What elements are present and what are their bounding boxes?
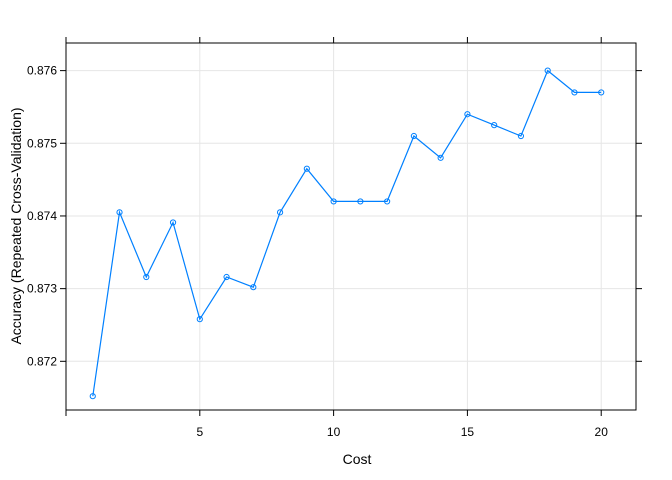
grid <box>65 43 636 410</box>
data-point <box>544 67 551 74</box>
series-group <box>89 67 605 400</box>
data-point <box>89 393 96 400</box>
x-tick-label: 20 <box>595 425 609 439</box>
data-point <box>143 273 150 281</box>
data-point <box>357 198 364 205</box>
y-tick-label: 0.872 <box>27 354 57 368</box>
data-point <box>384 198 391 205</box>
plot-frame <box>65 42 637 411</box>
data-point <box>464 111 471 118</box>
data-point <box>276 209 284 216</box>
data-point <box>410 132 417 140</box>
data-point <box>571 89 578 96</box>
data-point <box>491 122 498 129</box>
data-point <box>517 132 525 140</box>
data-point <box>116 209 123 216</box>
y-tick-labels: 0.872 0.873 0.874 0.875 0.876 <box>27 64 57 369</box>
x-tick-label: 15 <box>461 425 475 439</box>
y-axis-title: Accuracy (Repeated Cross-Validation) <box>8 107 24 344</box>
x-axis-title: Cost <box>343 451 372 467</box>
data-point <box>196 316 203 323</box>
x-tick-label: 5 <box>196 425 203 439</box>
y-tick-label: 0.873 <box>27 282 57 296</box>
y-tick-label: 0.876 <box>27 64 57 78</box>
data-point <box>250 284 257 291</box>
data-point <box>223 273 230 281</box>
data-point <box>598 89 605 96</box>
axis-ticks <box>60 37 642 416</box>
y-tick-label: 0.874 <box>27 209 57 223</box>
series-line <box>92 69 602 397</box>
data-point <box>330 198 337 205</box>
x-tick-labels: 5 10 15 20 <box>196 425 608 439</box>
data-point <box>303 165 310 172</box>
data-point <box>169 219 177 226</box>
data-point <box>437 154 444 161</box>
x-tick-label: 10 <box>327 425 341 439</box>
y-tick-label: 0.875 <box>27 136 57 150</box>
